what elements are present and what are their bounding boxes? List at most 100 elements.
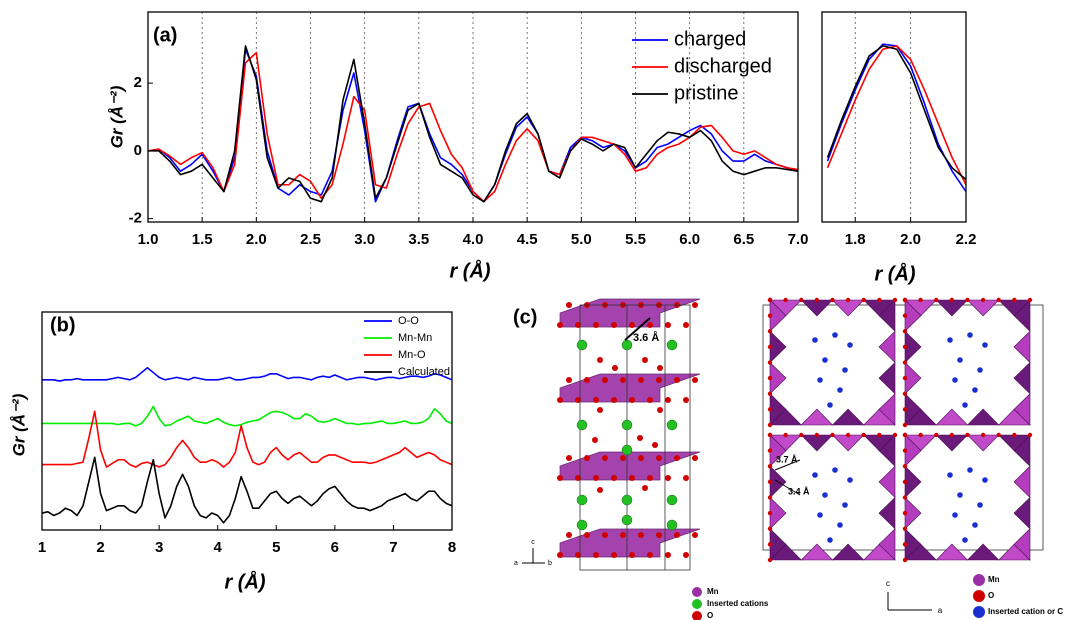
o-atom [575,322,581,328]
o-atom [593,397,599,403]
o-atom [647,322,653,328]
x-axis-label: r (Å) [874,261,915,285]
o-atom [656,455,662,461]
mn-octahedron [769,330,787,364]
cation-atom [576,519,588,531]
x-tick-label: 7.0 [788,231,809,248]
o-atom [665,322,671,328]
o-atom [902,407,908,412]
cation-atom [967,332,973,338]
x-axis-label: r (Å) [224,569,265,593]
o-atom [683,397,689,403]
o-atom [612,365,618,371]
o-atom [767,360,773,365]
data-line [148,45,799,203]
mn-octahedron [878,496,896,530]
legend-label: charged [674,28,746,50]
cation-atom [827,537,833,543]
y-tick-label: -2 [129,210,142,227]
o-atom [902,391,908,396]
x-tick-label: 6 [331,539,339,556]
legend-label: Mn-Mn [398,332,432,344]
plot-frame [147,11,799,223]
o-atom [1027,297,1033,303]
o-atom [611,397,617,403]
o-atom [629,552,635,558]
mn-octahedron [1013,330,1031,364]
cation-atom [621,419,633,431]
x-tick-label: 1 [38,539,46,556]
panel-label: (a) [153,24,177,46]
cation-atom [666,419,678,431]
plot-frame [821,11,967,223]
o-atom [996,297,1001,303]
o-atom [692,455,698,461]
x-tick-label: 2.0 [900,231,921,248]
mn-octahedron [800,543,834,561]
o-atom [767,297,773,303]
o-atom [767,344,773,350]
o-atom [767,479,773,485]
x-axis-label: r (Å) [449,258,490,282]
cation-atom [982,477,988,483]
o-atom [814,297,820,303]
o-atom [611,552,617,558]
o-atom [934,297,939,303]
data-line [41,456,453,524]
panel-label: (b) [50,314,76,336]
legend-atom [692,599,702,609]
o-atom [949,297,955,303]
cation-atom [972,522,978,528]
o-atom [934,432,939,438]
panel-label: (c) [513,306,537,328]
mn-octahedron [769,496,787,530]
o-atom [767,375,773,381]
o-atom [877,297,882,303]
mn-octahedron [831,543,865,561]
x-tick-label: 3 [155,539,163,556]
cation-atom [822,357,828,363]
cation-atom [576,339,588,351]
o-atom [629,475,635,481]
o-atom [902,329,908,334]
o-atom [767,464,773,469]
cation-atom [621,444,633,456]
o-atom [557,397,563,403]
cation-atom [666,519,678,531]
distance-label: 3.6 Å [633,331,659,344]
axis-label: a [514,560,518,567]
o-atom [584,377,590,383]
o-atom [965,432,970,438]
cation-atom [817,512,823,518]
o-atom [902,526,908,531]
o-atom [980,297,986,303]
o-atom [647,397,653,403]
data-line [42,405,453,427]
o-atom [877,432,882,438]
o-atom [767,329,773,334]
cation-atom [842,367,848,373]
x-tick-label: 3.5 [408,231,429,248]
cation-atom [666,339,678,351]
x-tick-label: 4.5 [517,231,538,248]
o-atom [918,297,923,303]
cation-atom [982,342,988,348]
distance-label: 3.4 Å [788,486,810,496]
o-atom [674,532,680,538]
o-atom [566,532,572,538]
x-tick-label: 5.5 [625,231,646,248]
structure-drawing: 3.6 Å c a b Mn Inserted cations O 3.7 Å 3.4 Å c a M… [514,297,1063,620]
mn-octahedron [966,408,1000,426]
o-atom [902,464,908,469]
unit-cell [579,304,691,571]
distance-line [774,479,801,496]
o-atom [611,322,617,328]
o-atom [767,422,773,428]
x-tick-label: 5.0 [571,231,592,248]
o-atom [657,407,663,413]
o-atom [629,322,635,328]
mn-octahedron [1013,361,1031,395]
legend-atom [692,611,702,620]
cation-atom [621,514,633,526]
o-atom [902,313,908,318]
